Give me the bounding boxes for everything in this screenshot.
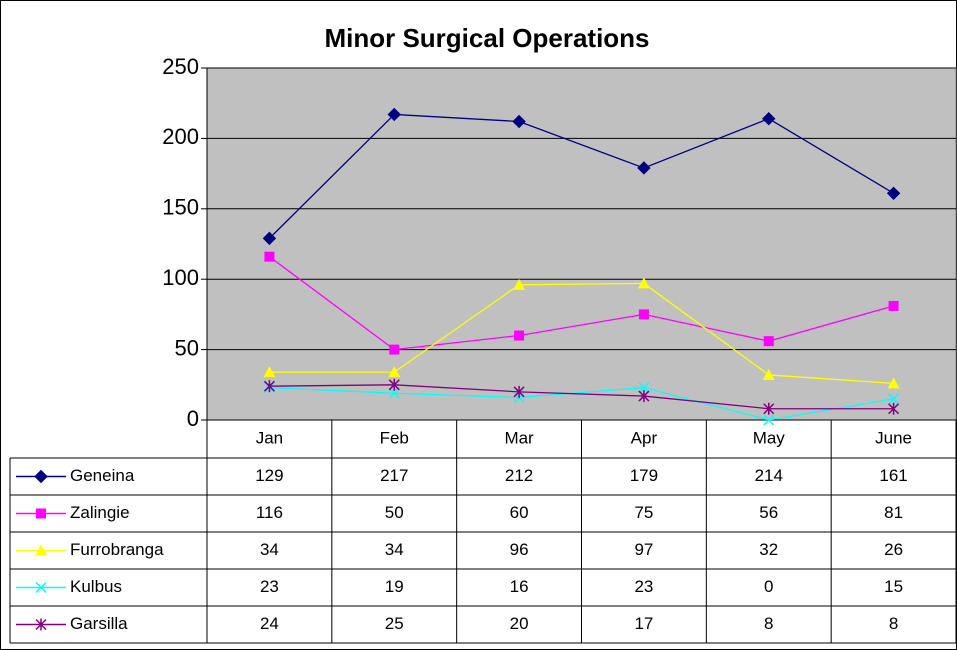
x-tick-label: Feb <box>380 428 409 447</box>
marker <box>514 330 525 341</box>
legend-label: Garsilla <box>70 614 128 633</box>
marker <box>34 469 48 484</box>
legend-label: Kulbus <box>70 577 122 596</box>
x-tick-label: Jan <box>256 428 283 447</box>
marker <box>888 300 899 311</box>
marker <box>36 508 46 519</box>
legend-label: Zalingie <box>70 503 130 522</box>
table-value: 32 <box>759 540 778 559</box>
table-value: 97 <box>634 540 653 559</box>
marker <box>763 402 775 415</box>
table-value: 161 <box>879 466 907 485</box>
x-tick-label: May <box>753 428 786 447</box>
marker <box>763 414 775 426</box>
table-value: 96 <box>510 540 529 559</box>
table-value: 116 <box>256 503 283 522</box>
table-value: 0 <box>764 577 773 596</box>
x-tick-label: Mar <box>504 428 534 447</box>
x-tick-label: Apr <box>631 428 658 447</box>
marker <box>762 111 776 126</box>
y-tick-label: 100 <box>162 265 199 290</box>
plot-area <box>206 67 957 421</box>
table-value: 23 <box>260 577 279 596</box>
marker <box>263 380 275 393</box>
x-tick-label: June <box>875 428 912 447</box>
table-value: 217 <box>380 466 408 485</box>
table-value: 24 <box>260 614 279 633</box>
y-tick-label: 200 <box>162 124 199 149</box>
table-value: 8 <box>889 614 898 633</box>
table-value: 15 <box>884 577 903 596</box>
table-value: 20 <box>510 614 529 633</box>
marker <box>387 107 401 122</box>
series-line <box>269 384 894 410</box>
marker <box>388 378 400 391</box>
marker <box>35 581 47 594</box>
table-value: 60 <box>510 503 529 522</box>
series-line <box>269 282 894 385</box>
marker <box>762 368 775 380</box>
marker <box>886 186 901 201</box>
series-line <box>268 113 894 239</box>
table-value: 75 <box>634 503 653 522</box>
table-value: 17 <box>634 614 653 633</box>
marker <box>888 402 900 415</box>
marker <box>638 382 650 394</box>
table-value: 214 <box>755 466 783 485</box>
y-tick-label: 50 <box>175 335 199 360</box>
marker <box>263 366 276 378</box>
table-value: 19 <box>385 577 404 596</box>
marker <box>887 377 900 389</box>
table-value: 23 <box>634 577 653 596</box>
table-value: 50 <box>385 503 404 522</box>
legend-label: Furrobranga <box>70 540 164 559</box>
marker <box>389 344 400 355</box>
marker <box>638 390 650 403</box>
table-value: 179 <box>630 466 658 485</box>
marker <box>388 387 400 399</box>
marker <box>388 366 401 378</box>
marker <box>888 393 900 405</box>
table-value: 129 <box>255 466 283 485</box>
legend-label: Geneina <box>70 466 135 485</box>
table-value: 34 <box>385 540 404 559</box>
marker <box>638 309 649 320</box>
table-value: 16 <box>510 577 529 596</box>
table-value: 8 <box>764 614 773 633</box>
table-value: 81 <box>884 503 903 522</box>
table-value: 25 <box>385 614 404 633</box>
chart-title: Minor Surgical Operations <box>324 23 649 53</box>
marker <box>262 231 277 246</box>
table-value: 56 <box>759 503 778 522</box>
y-tick-label: 150 <box>162 195 199 220</box>
table-value: 212 <box>505 466 533 485</box>
table-value: 34 <box>260 540 279 559</box>
series-line <box>269 386 894 421</box>
marker <box>637 277 650 289</box>
marker <box>35 618 47 631</box>
marker <box>513 385 525 398</box>
marker <box>264 251 275 262</box>
marker <box>513 278 526 290</box>
table-value: 26 <box>884 540 903 559</box>
series-line <box>269 256 894 351</box>
marker <box>35 544 47 556</box>
y-tick-label: 0 <box>187 406 199 431</box>
y-tick-label: 250 <box>162 54 199 79</box>
marker <box>512 114 526 129</box>
marker <box>763 336 774 347</box>
marker <box>637 161 651 175</box>
